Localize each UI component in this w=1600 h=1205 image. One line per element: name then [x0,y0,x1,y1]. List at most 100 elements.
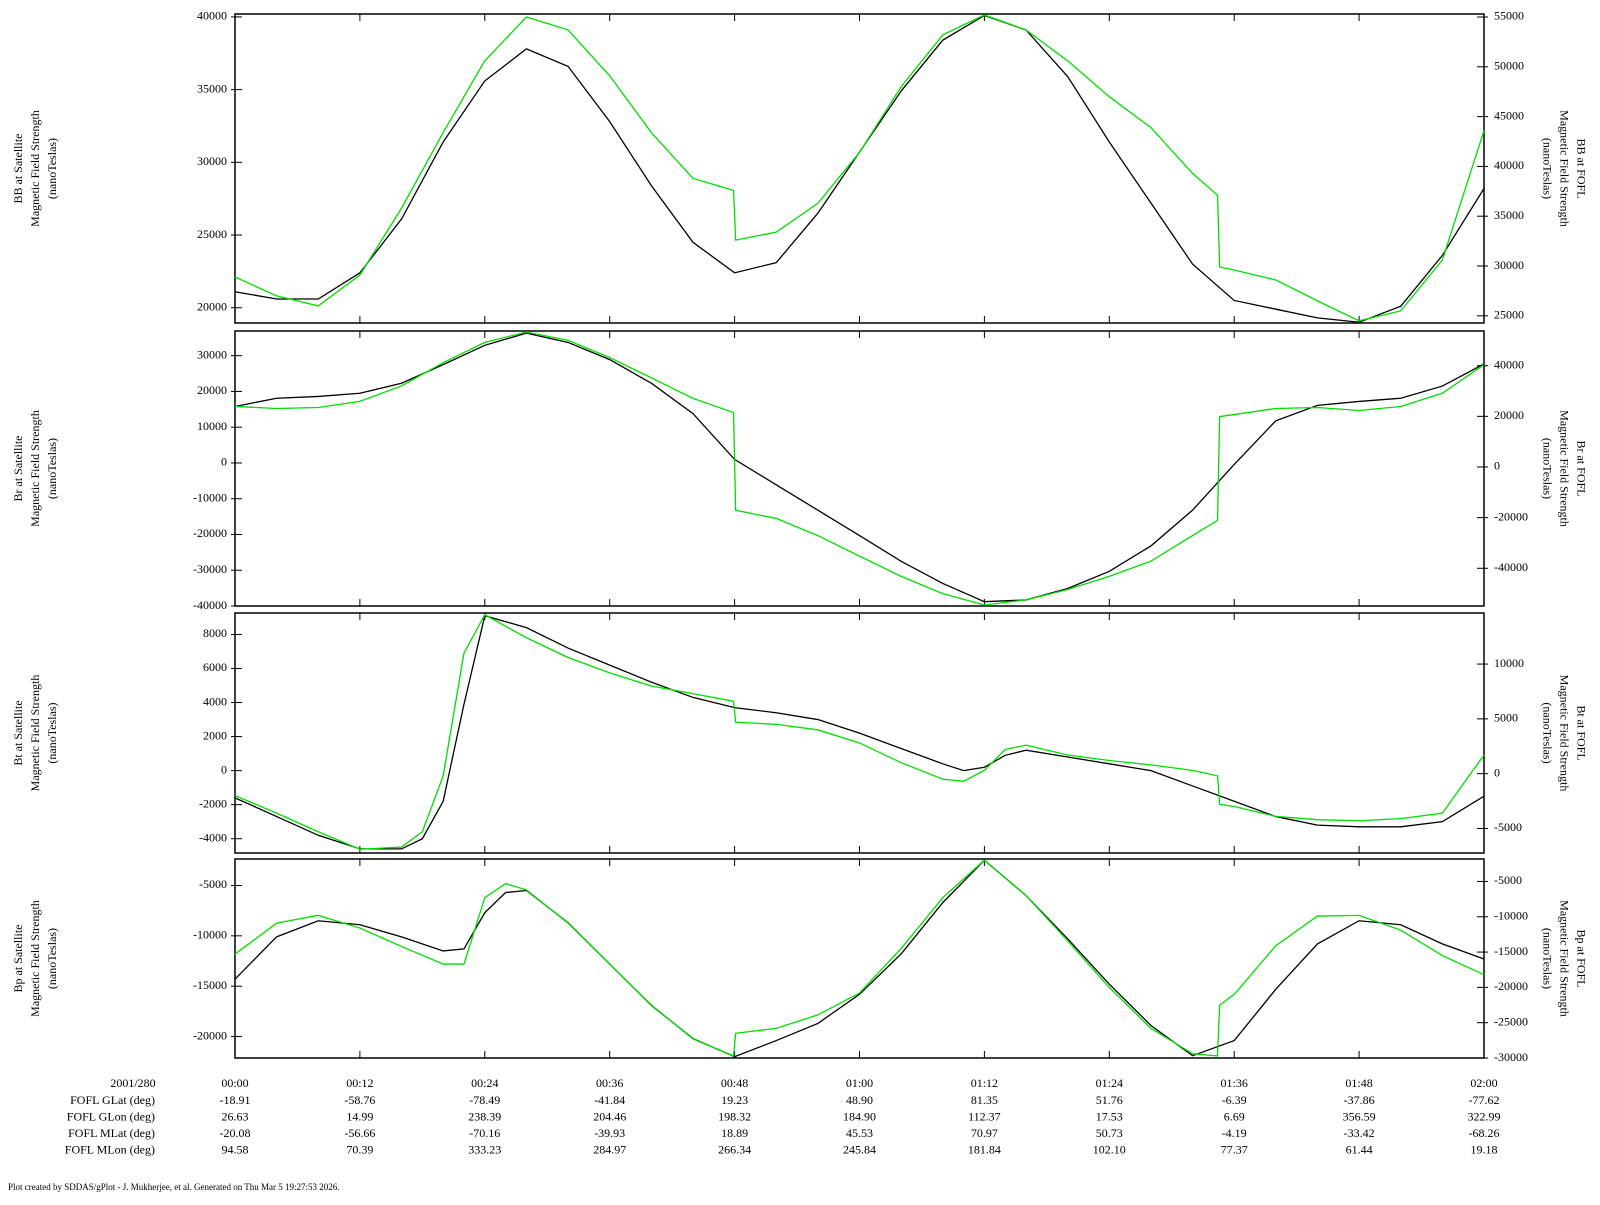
ephemeris-value: 19.18 [1471,1143,1498,1157]
y-axis-label: Magnetic Field Strength [28,675,42,792]
ephemeris-value: 18.89 [721,1126,748,1140]
plot-frame [234,858,1485,1059]
y2-tick-label: -10000 [1494,909,1528,923]
series-line [234,613,1485,850]
y2-axis-label: BB at FOFL [1574,138,1588,198]
y-tick-label: 30000 [197,154,227,168]
ephemeris-value: -6.39 [1222,1093,1247,1107]
y2-tick-label: -5000 [1494,820,1522,834]
ephemeris-value: 14.99 [346,1109,373,1123]
y2-axis-label: Magnetic Field Strength [1557,410,1571,527]
y2-tick-label: -20000 [1494,979,1528,993]
ephemeris-value: 245.84 [843,1143,876,1157]
ephemeris-value: -20.08 [220,1126,251,1140]
ephemeris-value: 70.97 [971,1126,998,1140]
y-axis-label: (nanoTeslas) [45,928,59,989]
ephemeris-value: 112.37 [968,1109,1001,1123]
y2-axis-label: Bp at FOFL [1574,929,1588,987]
y-tick-label: 0 [221,762,227,776]
ephemeris-value: 102.10 [1093,1143,1126,1157]
y2-tick-label: 30000 [1494,258,1524,272]
ephemeris-value: 94.58 [222,1143,249,1157]
y-tick-label: 10000 [197,419,227,433]
ephemeris-value: 356.59 [1343,1109,1376,1123]
x-tick-label: 00:00 [221,1076,248,1090]
y2-tick-label: 55000 [1494,9,1524,23]
ephemeris-value: -56.66 [344,1126,375,1140]
ephemeris-label: FOFL MLon (deg) [65,1143,155,1157]
y-tick-label: 6000 [203,660,227,674]
y2-tick-label: 10000 [1494,656,1524,670]
y2-tick-label: -5000 [1494,873,1522,887]
x-tick-label: 00:24 [471,1076,498,1090]
ephemeris-value: -70.16 [469,1126,500,1140]
ephemeris-value: -41.84 [594,1093,625,1107]
x-tick-label: 01:36 [1221,1076,1248,1090]
y2-axis-label: Magnetic Field Strength [1557,110,1571,227]
y-axis-label: Br at Satellite [11,436,25,502]
ephemeris-value: 238.39 [468,1109,501,1123]
ephemeris-value: 45.53 [846,1126,873,1140]
series-line [234,614,1485,850]
y2-tick-label: 5000 [1494,711,1518,725]
y-axis-label: Bp at Satellite [11,925,25,993]
series-line [234,14,1485,323]
y2-axis-label: (nanoTeslas) [1540,138,1554,199]
y2-axis-label: Bt at FOFL [1574,705,1588,760]
x-tick-label: 00:12 [346,1076,373,1090]
ephemeris-value: -4.19 [1222,1126,1247,1140]
y2-tick-label: 40000 [1494,357,1524,371]
ephemeris-value: -33.42 [1344,1126,1375,1140]
y-axis-label: (nanoTeslas) [45,702,59,763]
y2-tick-label: 50000 [1494,59,1524,73]
y2-tick-label: 45000 [1494,108,1524,122]
y2-tick-label: -20000 [1494,509,1528,523]
ephemeris-label: FOFL GLon (deg) [67,1109,155,1123]
ephemeris-value: -37.86 [1344,1093,1375,1107]
ephemeris-value: 19.23 [721,1093,748,1107]
ephemeris-value: -18.91 [220,1093,251,1107]
series-line [234,859,1485,1057]
ephemeris-value: 322.99 [1468,1109,1501,1123]
plot-frame [234,330,1485,607]
x-tick-label: 01:00 [846,1076,873,1090]
y-tick-label: -40000 [193,598,227,612]
y2-axis-label: Br at FOFL [1574,440,1588,496]
y-axis-label: Magnetic Field Strength [28,410,42,527]
ephemeris-value: -78.49 [469,1093,500,1107]
ephemeris-value: 77.37 [1221,1143,1248,1157]
plot-frame [234,13,1485,324]
y2-axis-label: (nanoTeslas) [1540,438,1554,499]
y-axis-label: (nanoTeslas) [45,138,59,199]
x-tick-label: 01:24 [1096,1076,1123,1090]
ephemeris-value: 333.23 [468,1143,501,1157]
ephemeris-label: FOFL GLat (deg) [70,1093,155,1107]
ephemeris-value: 181.84 [968,1143,1001,1157]
x-tick-label: 00:48 [721,1076,748,1090]
y2-axis-label: (nanoTeslas) [1540,702,1554,763]
y-tick-label: 2000 [203,728,227,742]
date-label: 2001/280 [110,1076,155,1090]
y-tick-label: 25000 [197,227,227,241]
y2-axis-label: Magnetic Field Strength [1557,675,1571,792]
y-tick-label: 35000 [197,81,227,95]
x-tick-label: 00:36 [596,1076,623,1090]
ephemeris-value: 81.35 [971,1093,998,1107]
ephemeris-value: -39.93 [594,1126,625,1140]
ephemeris-value: -77.62 [1469,1093,1500,1107]
y-tick-label: -10000 [193,490,227,504]
y-tick-label: -20000 [193,1028,227,1042]
ephemeris-value: 284.97 [593,1143,626,1157]
ephemeris-value: 198.32 [718,1109,751,1123]
y-tick-label: -30000 [193,562,227,576]
footer: Plot created by SDDAS/gPlot - J. Mukherj… [8,1182,340,1192]
y-axis-label: Magnetic Field Strength [28,900,42,1017]
x-tick-label: 01:12 [971,1076,998,1090]
ephemeris-value: -68.26 [1469,1126,1500,1140]
ephemeris-value: 17.53 [1096,1109,1123,1123]
ephemeris-value: 50.73 [1096,1126,1123,1140]
series-line [234,859,1485,1058]
y2-tick-label: 20000 [1494,408,1524,422]
y2-tick-label: 40000 [1494,158,1524,172]
